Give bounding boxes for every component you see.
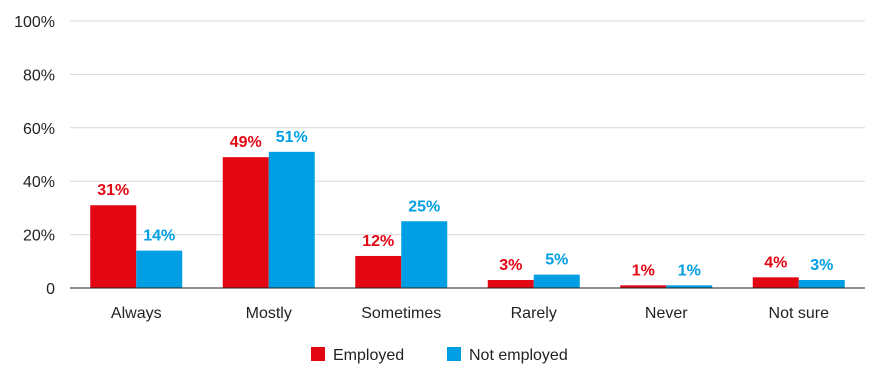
bar-employed-mostly xyxy=(222,157,269,288)
x-axis: Always Mostly Sometimes Rarely Never Not sure xyxy=(70,287,865,322)
legend-swatch-employed xyxy=(311,347,325,361)
x-tick-label-mostly: Mostly xyxy=(246,305,292,322)
data-label-not-employed-never: 1% xyxy=(678,262,701,279)
x-tick-label-not-sure: Not sure xyxy=(769,305,830,322)
data-label-employed-always: 31% xyxy=(97,182,129,199)
y-tick-label-20: 20% xyxy=(23,228,55,245)
y-tick-label-0: 0 xyxy=(46,281,55,298)
data-label-not-employed-mostly: 51% xyxy=(276,129,308,146)
y-tick-label-60: 60% xyxy=(23,121,55,138)
data-label-employed-mostly: 49% xyxy=(230,134,262,151)
bars xyxy=(90,151,845,288)
data-labels: 31% 14% 49% 51% 12% 25% 3% 5% 1% 1% 4% 3% xyxy=(97,129,833,279)
y-axis-tick-labels: 0 20% 40% 60% 80% 100% xyxy=(14,14,55,298)
x-tick-label-rarely: Rarely xyxy=(511,305,557,322)
data-label-employed-not-sure: 4% xyxy=(764,254,787,271)
bar-employed-rarely xyxy=(487,279,534,288)
bar-not-employed-mostly xyxy=(268,151,315,288)
y-tick-label-100: 100% xyxy=(14,14,55,31)
bar-not-employed-never xyxy=(666,285,713,288)
bar-employed-sometimes xyxy=(355,255,402,288)
gridlines xyxy=(70,20,865,236)
data-label-employed-never: 1% xyxy=(632,262,655,279)
data-label-not-employed-rarely: 5% xyxy=(545,252,568,269)
bar-not-employed-always xyxy=(136,250,183,288)
legend-swatch-not-employed xyxy=(447,347,461,361)
bar-not-employed-rarely xyxy=(533,274,580,288)
data-label-employed-rarely: 3% xyxy=(499,257,522,274)
x-tick-label-never: Never xyxy=(645,305,688,322)
data-label-not-employed-sometimes: 25% xyxy=(408,198,440,215)
bar-employed-never xyxy=(620,285,667,288)
bar-employed-always xyxy=(90,205,137,288)
bar-not-employed-not-sure xyxy=(798,279,845,288)
data-label-not-employed-not-sure: 3% xyxy=(810,257,833,274)
legend-label-not-employed: Not employed xyxy=(469,347,568,364)
x-tick-label-always: Always xyxy=(111,305,162,322)
data-label-not-employed-always: 14% xyxy=(143,228,175,245)
bar-not-employed-sometimes xyxy=(401,221,448,288)
bar-employed-not-sure xyxy=(752,277,799,288)
y-tick-label-80: 80% xyxy=(23,67,55,84)
x-tick-label-sometimes: Sometimes xyxy=(361,305,441,322)
data-label-employed-sometimes: 12% xyxy=(362,233,394,250)
legend-label-employed: Employed xyxy=(333,347,404,364)
legend: Employed Not employed xyxy=(311,347,568,364)
y-tick-label-40: 40% xyxy=(23,174,55,191)
